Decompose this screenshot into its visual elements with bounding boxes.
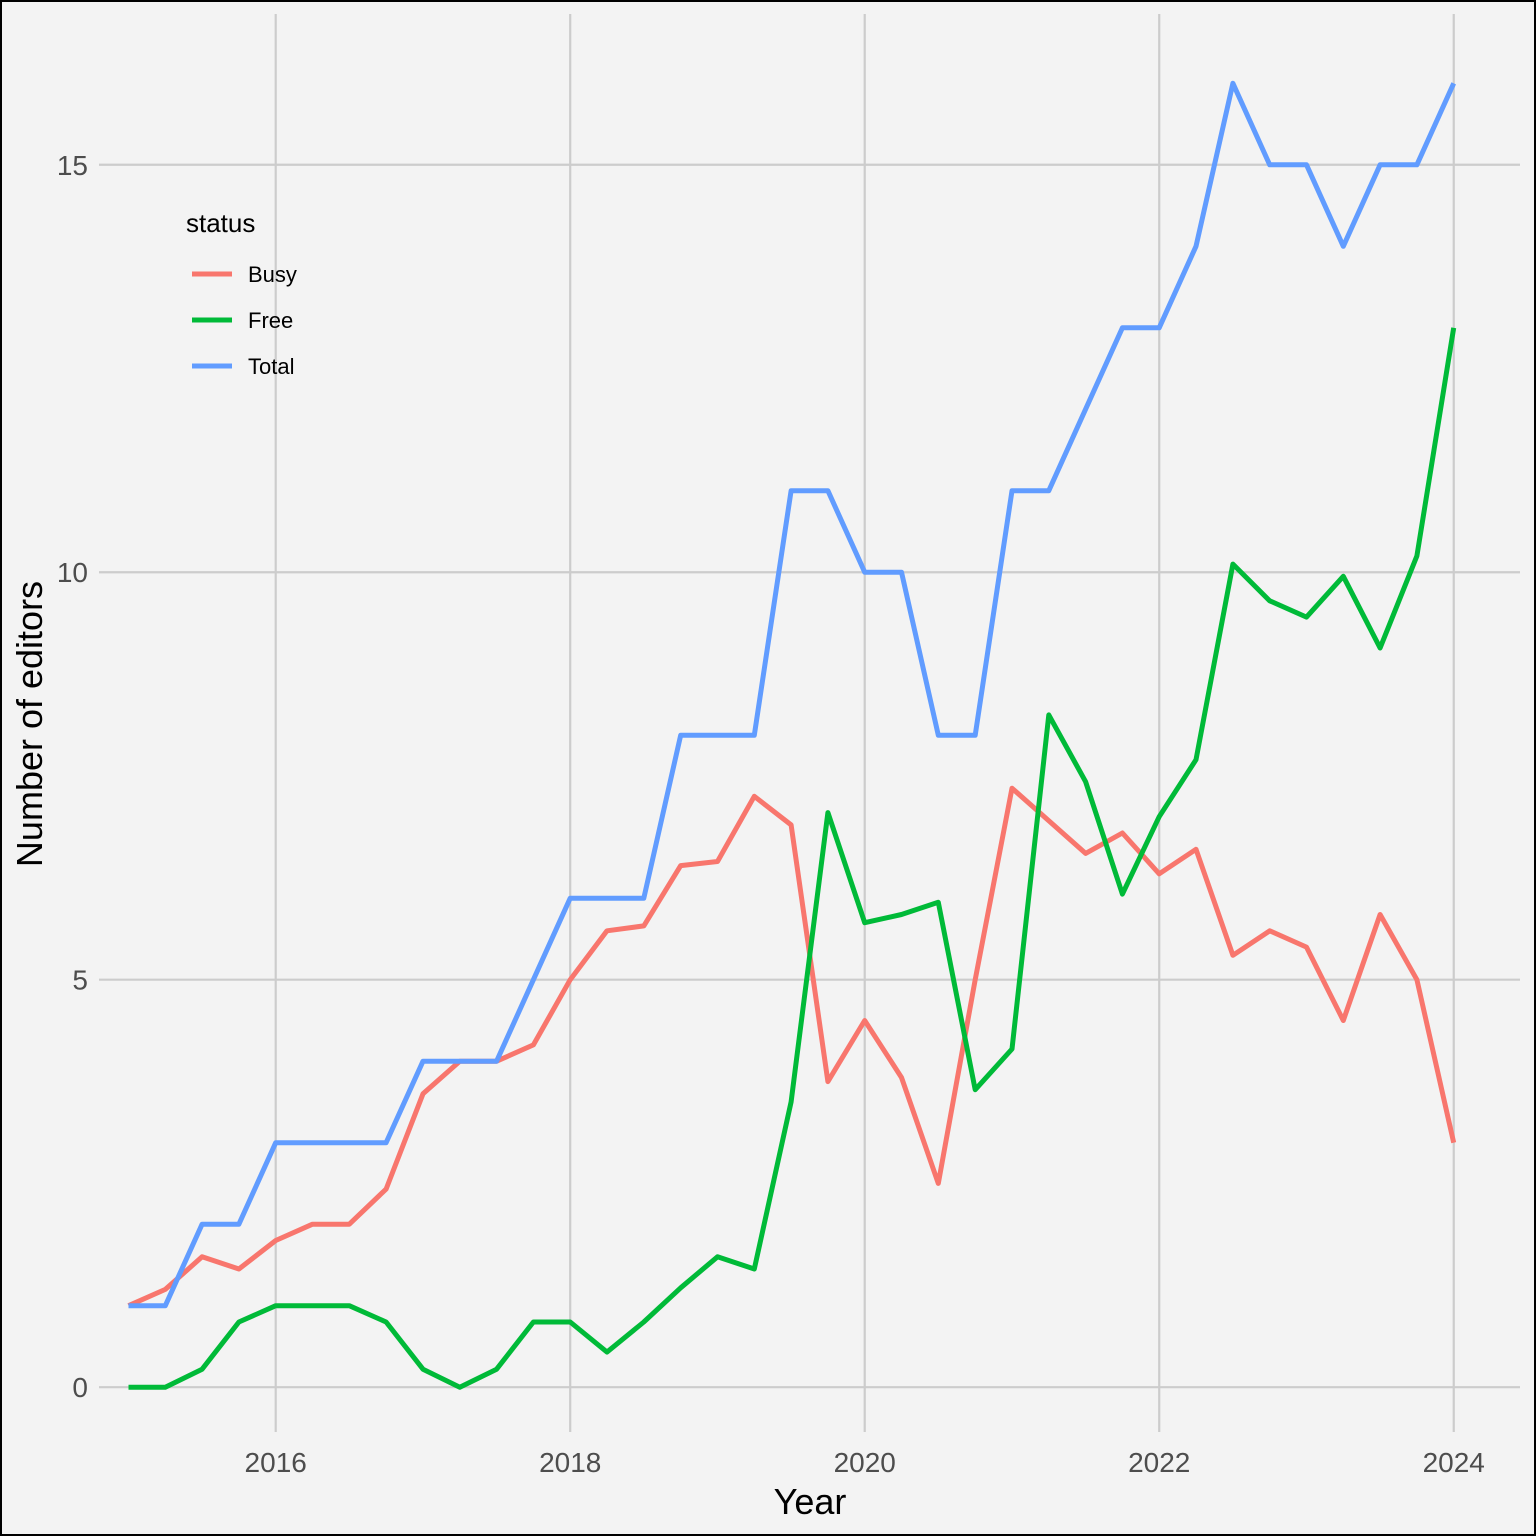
legend-items: Busy Free Total xyxy=(192,262,297,379)
x-tick-label: 2018 xyxy=(539,1447,601,1478)
legend-title: status xyxy=(186,208,255,238)
y-tick-label: 5 xyxy=(72,965,88,996)
x-tick-label: 2020 xyxy=(834,1447,896,1478)
tick-labels: 0 5 10 15 2016 2018 2020 2022 2024 xyxy=(57,150,1485,1478)
legend-label-total: Total xyxy=(248,354,294,379)
grid xyxy=(99,14,1520,1432)
y-tick-label: 10 xyxy=(57,557,88,588)
x-tick-label: 2016 xyxy=(245,1447,307,1478)
series-line-free xyxy=(128,327,1457,1390)
series-line-total xyxy=(128,80,1456,1309)
y-tick-label: 0 xyxy=(72,1372,88,1403)
y-axis-title: Number of editors xyxy=(9,581,50,867)
y-tick-label: 15 xyxy=(57,150,88,181)
legend-label-busy: Busy xyxy=(248,262,297,287)
x-axis-title: Year xyxy=(774,1481,847,1522)
series-lines xyxy=(127,80,1457,1390)
legend: status Busy Free Total xyxy=(186,208,297,379)
series-line-busy xyxy=(127,785,1457,1308)
x-tick-label: 2024 xyxy=(1423,1447,1485,1478)
x-tick-label: 2022 xyxy=(1128,1447,1190,1478)
legend-label-free: Free xyxy=(248,308,293,333)
